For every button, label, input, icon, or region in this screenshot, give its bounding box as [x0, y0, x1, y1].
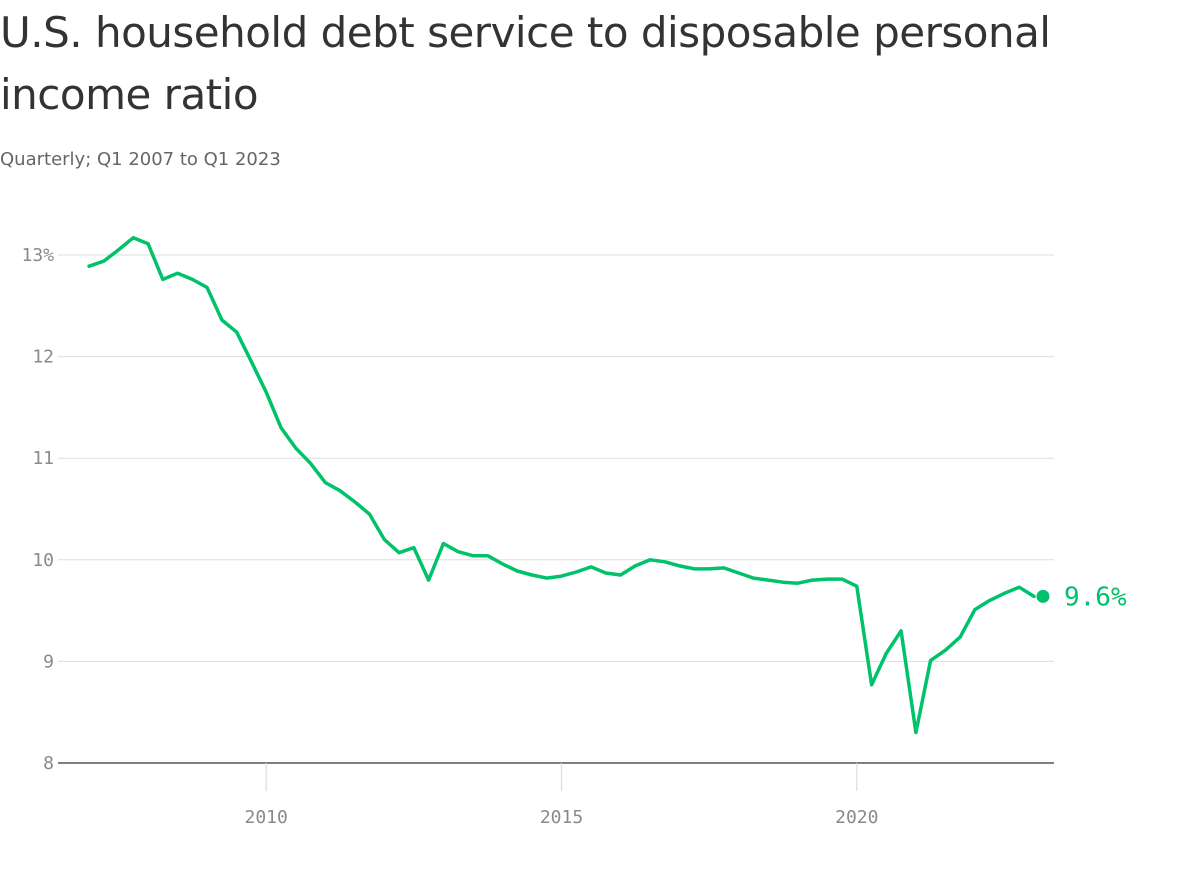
tick-labels: 13% 12 11 10 9 8 2010 2015 2020 9.6%	[21, 245, 1126, 828]
x-axis	[58, 762, 1054, 791]
end-value-label: 9.6%	[1064, 582, 1127, 612]
y-tick-label: 10	[32, 550, 54, 571]
y-tick-label: 9	[43, 651, 54, 672]
gridlines	[58, 254, 1054, 662]
y-tick-label: 13%	[21, 245, 54, 266]
x-tick-label: 2015	[540, 807, 583, 828]
series-layer	[87, 235, 1050, 735]
y-tick-label: 11	[32, 448, 54, 469]
x-tick-label: 2020	[835, 807, 878, 828]
end-point-marker	[1036, 589, 1050, 603]
y-tick-label: 8	[43, 753, 54, 774]
chart-subtitle: Quarterly; Q1 2007 to Q1 2023	[0, 149, 281, 170]
series-line	[87, 235, 1036, 735]
y-tick-label: 12	[32, 347, 54, 368]
x-tick-label: 2010	[245, 807, 288, 828]
chart-title: U.S. household debt service to disposabl…	[0, 8, 1051, 119]
